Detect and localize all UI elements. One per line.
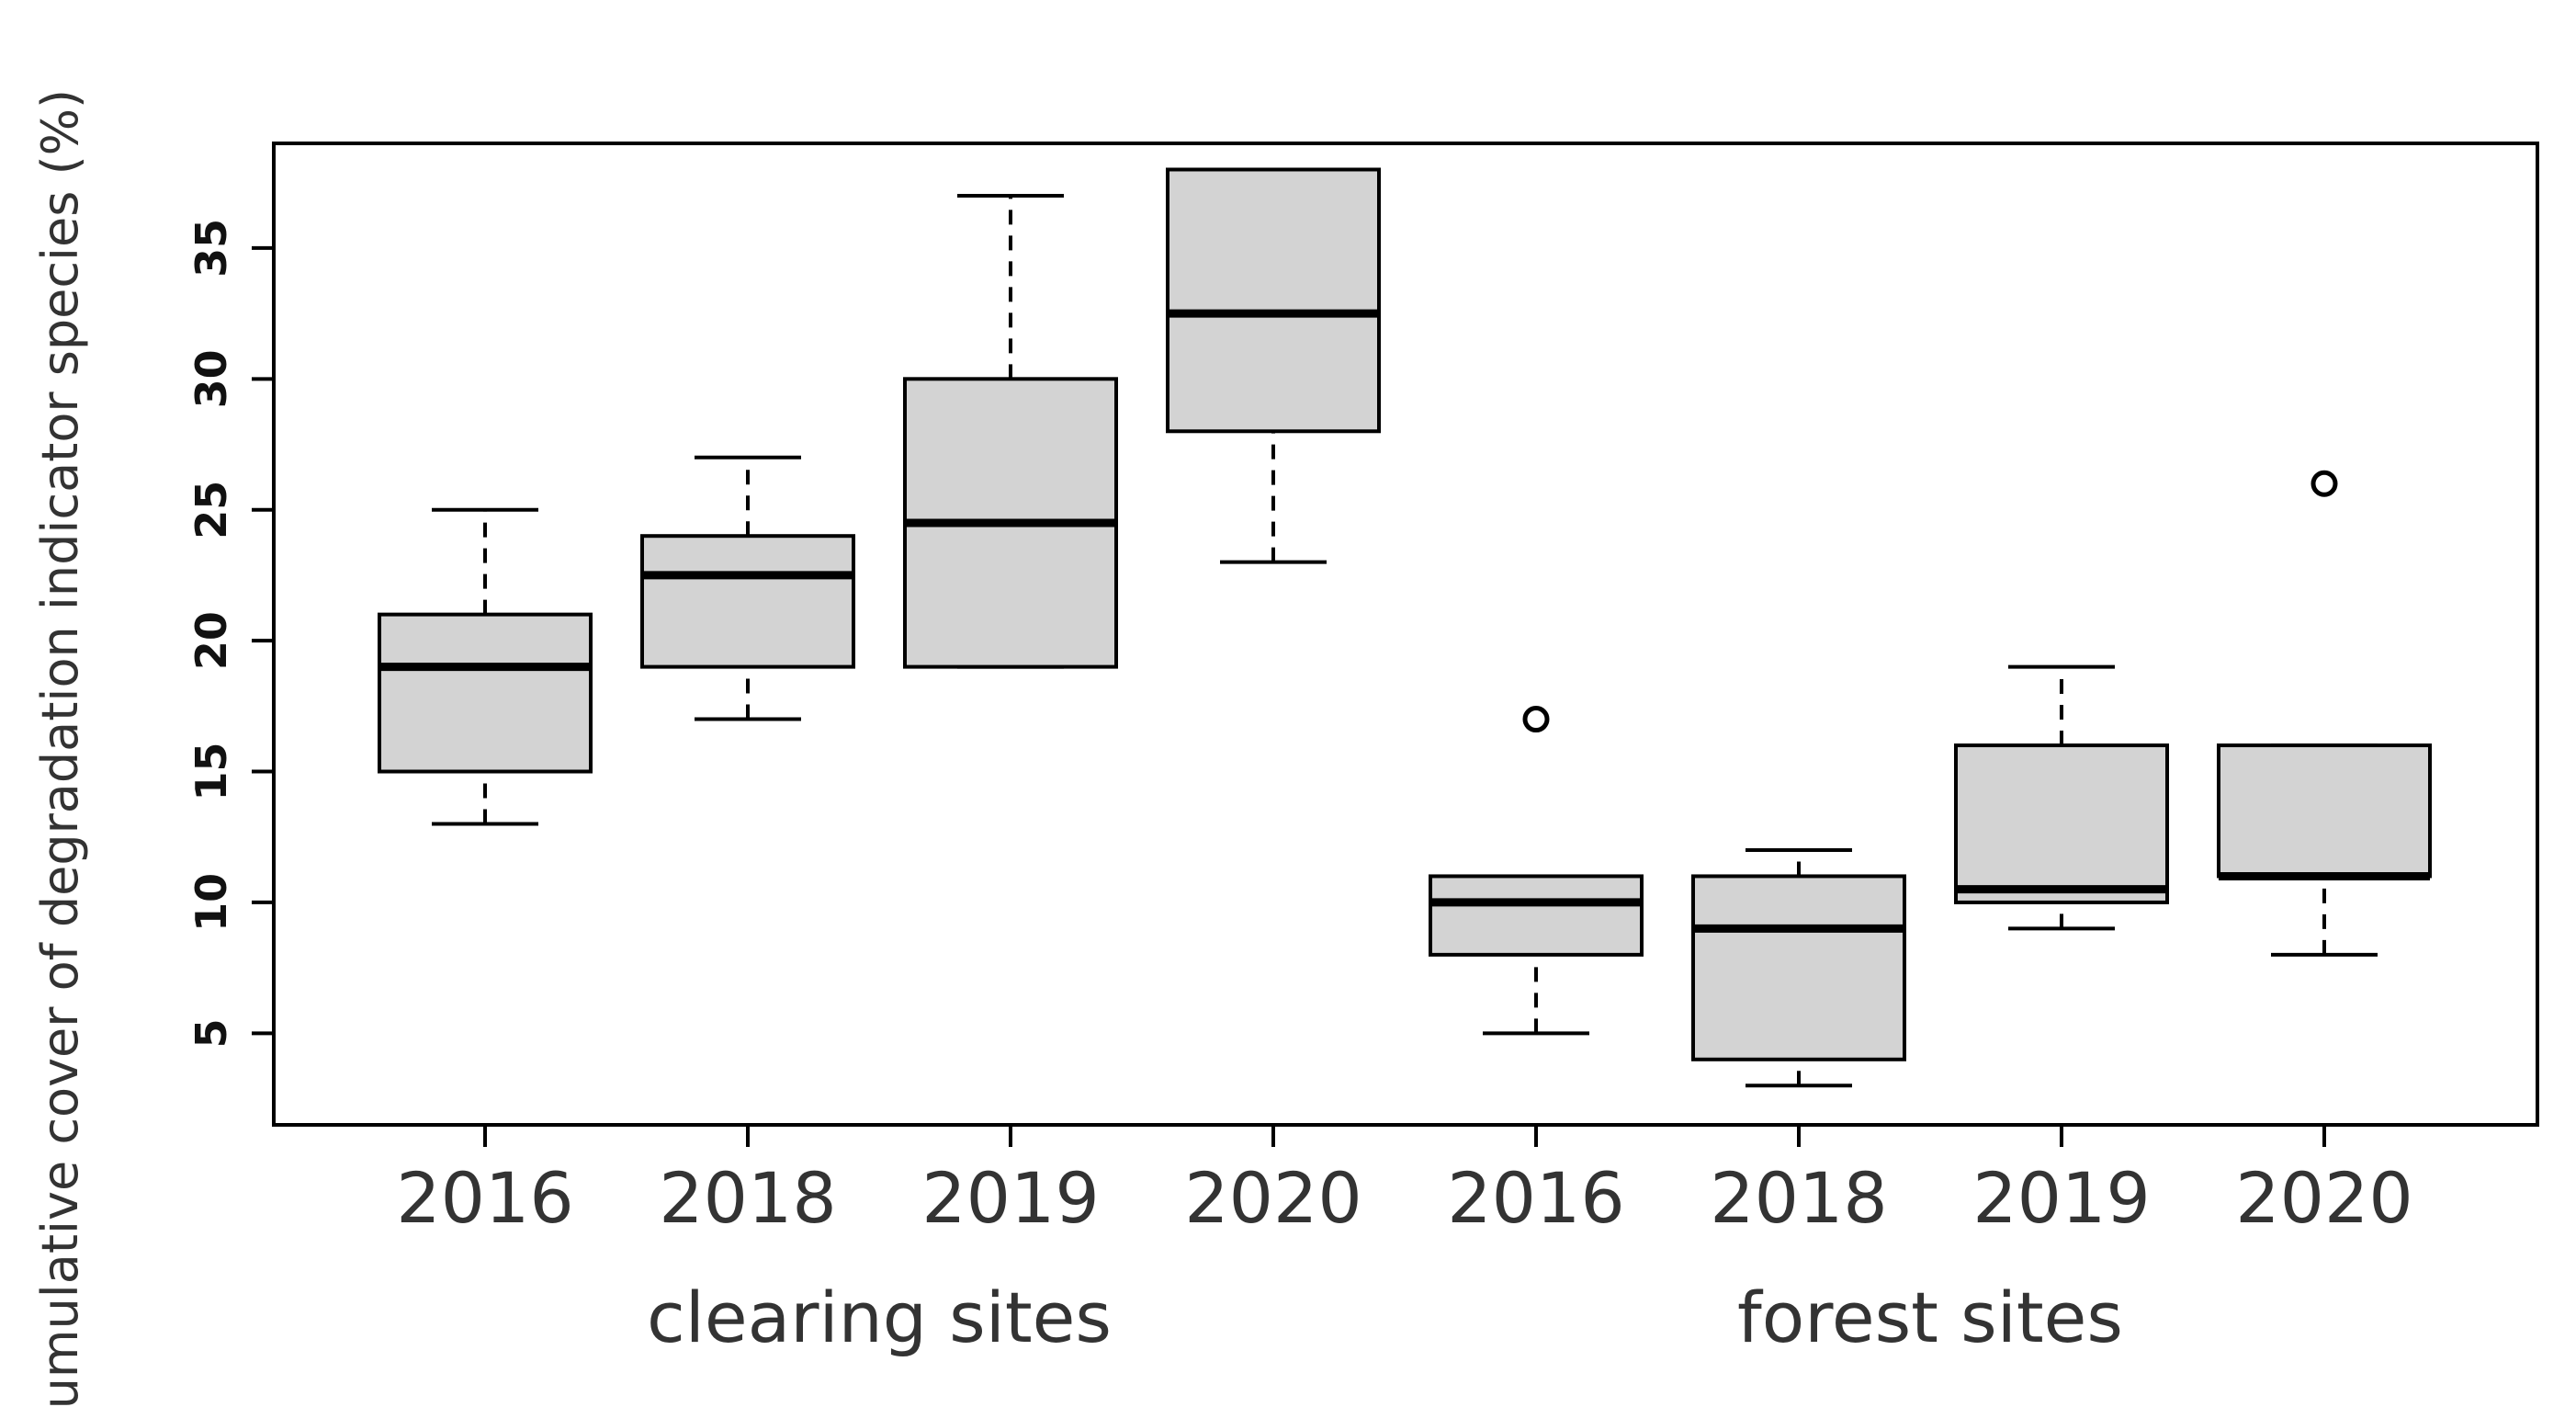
box-clearing-sites-2018: [640, 455, 855, 721]
iqr-box: [1429, 874, 1644, 957]
x-tick-label: 2018: [1710, 1157, 1887, 1239]
x-tick-label: 2016: [1447, 1157, 1624, 1239]
box-forest-sites-2020: [2217, 470, 2432, 957]
y-tick-label: 25: [186, 481, 236, 539]
outlier-point: [2310, 470, 2338, 497]
group-label: clearing sites: [647, 1277, 1112, 1358]
axis-layer: 5 10 15 20 25 30 35 2016 2018 2019 2020 2016 2018 201…: [186, 219, 2413, 1358]
y-axis-label: cumulative cover of degradation indicato…: [31, 89, 89, 1407]
iqr-box: [1691, 874, 1906, 1061]
y-tick-label: 35: [186, 219, 236, 278]
y-tick-label: 20: [186, 611, 236, 670]
x-tick-label: 2019: [921, 1157, 1099, 1239]
box-forest-sites-2016: [1429, 706, 1644, 1036]
x-tick-label: 2018: [659, 1157, 836, 1239]
iqr-box: [640, 534, 855, 669]
y-tick-label: 5: [186, 1018, 236, 1048]
y-tick-label: 10: [186, 873, 236, 932]
box-forest-sites-2018: [1691, 847, 1906, 1088]
iqr-box: [1166, 167, 1381, 434]
y-tick-label: 15: [186, 743, 236, 801]
x-tick-label: 2020: [1184, 1157, 1361, 1239]
box-clearing-sites-2016: [378, 507, 593, 826]
box-clearing-sites-2020: [1166, 167, 1381, 564]
plot-frame: [272, 142, 2539, 1127]
x-tick-label: 2020: [2235, 1157, 2412, 1239]
box-forest-sites-2019: [1954, 664, 2169, 931]
iqr-box: [2217, 743, 2432, 879]
x-tick-label: 2019: [1972, 1157, 2150, 1239]
iqr-box: [1954, 743, 2169, 904]
outlier-point: [1522, 706, 1550, 733]
x-tick-label: 2016: [396, 1157, 573, 1239]
group-label: forest sites: [1737, 1277, 2123, 1358]
box-layer: [378, 167, 2432, 1088]
iqr-box: [378, 612, 593, 774]
box-clearing-sites-2019: [903, 193, 1118, 669]
y-tick-label: 30: [186, 349, 236, 408]
